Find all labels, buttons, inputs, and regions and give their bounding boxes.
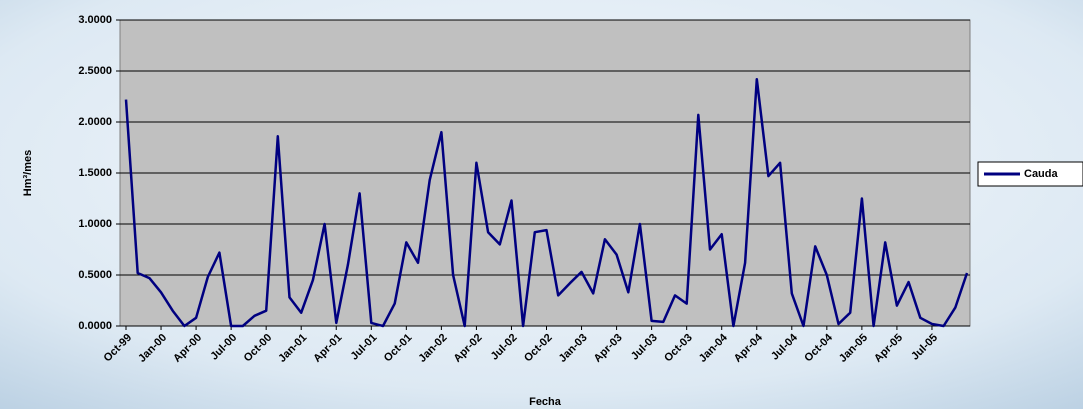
y-tick-label: 0.5000: [78, 269, 112, 281]
y-tick-label: 0.0000: [78, 320, 112, 332]
data-line: [124, 77, 969, 328]
legend-label: Cauda: [1024, 168, 1059, 180]
y-tick-label: 2.0000: [78, 116, 112, 128]
y-tick-label: 1.0000: [78, 218, 112, 230]
x-axis-label: Fecha: [529, 396, 562, 408]
y-tick-label: 2.5000: [78, 65, 112, 77]
y-axis-label: Hm³/mes: [22, 150, 34, 196]
y-tick-label: 3.0000: [78, 14, 112, 26]
y-tick-label: 1.5000: [78, 167, 112, 179]
